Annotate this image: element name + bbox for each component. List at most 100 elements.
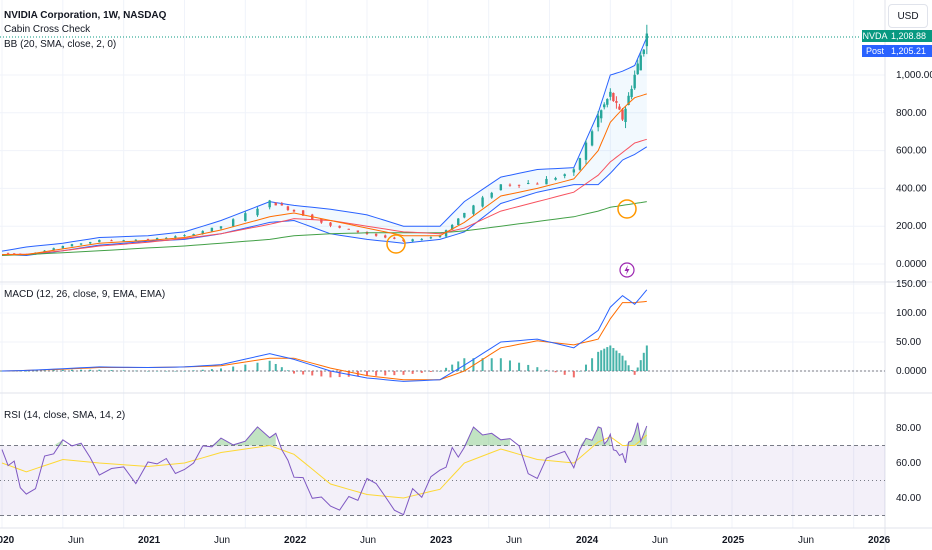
macd-histogram-bar (43, 370, 46, 371)
rsi-overbought-fill (482, 433, 492, 446)
macd-histogram-bar (329, 371, 332, 378)
candle-body (642, 49, 645, 54)
candle-body (612, 92, 615, 101)
macd-histogram-bar (320, 371, 323, 377)
rsi-overbought-fill (598, 426, 602, 446)
price-tick-label: 0.0000 (896, 259, 927, 270)
strategy-label[interactable]: Cabin Cross Check (4, 24, 91, 35)
time-tick-label: 2024 (576, 535, 599, 546)
macd-histogram-bar (499, 358, 502, 371)
candle-body (146, 239, 150, 241)
post-price-tag: Post 1,205.21 (862, 45, 932, 57)
candle-body (590, 131, 594, 146)
macd-histogram-bar (612, 348, 615, 371)
candle-body (630, 88, 633, 98)
macd-histogram-bar (618, 353, 621, 371)
macd-histogram-bar (232, 366, 235, 371)
candle-body (192, 234, 195, 236)
macd-histogram-bar (451, 364, 454, 371)
ma-red-line (1, 138, 647, 256)
macd-histogram-bar (34, 370, 37, 372)
candle-body (411, 239, 414, 242)
time-tick-label: Jun (506, 535, 522, 546)
macd-histogram-bar (61, 369, 64, 371)
time-tick-label: 2020 (0, 535, 15, 546)
candle-body (286, 206, 290, 210)
candle-body (6, 252, 10, 254)
macd-histogram-bar (481, 358, 484, 371)
macd-histogram-bar (384, 371, 387, 376)
last-price-symbol: NVDA (862, 30, 888, 42)
candle-body (527, 182, 530, 184)
candle-body (457, 218, 460, 225)
rsi-overbought-fill (634, 422, 638, 446)
candle-body (219, 226, 223, 229)
macd-histogram-bar (578, 371, 581, 372)
candle-body (621, 109, 624, 120)
macd-histogram-bar (201, 369, 204, 371)
macd-histogram-bar (268, 360, 271, 371)
macd-histogram-bar (293, 371, 295, 374)
macd-histogram-bar (280, 367, 283, 371)
macd-histogram-bar (98, 369, 101, 371)
candle-body (596, 115, 600, 128)
candle-body (347, 228, 350, 230)
price-tick-label: 200.00 (896, 221, 927, 232)
candle-body (627, 95, 630, 105)
macd-histogram-bar (621, 355, 624, 371)
time-tick-label: 2022 (284, 535, 307, 546)
candle-body (292, 209, 296, 212)
currency-button[interactable]: USD (888, 4, 928, 28)
macd-histogram-bar (633, 371, 636, 375)
rsi-overbought-fill (257, 426, 270, 446)
candle-body (329, 222, 332, 226)
macd-histogram-bar (597, 351, 600, 371)
macd-histogram-bar (545, 369, 548, 371)
candle-body (201, 231, 204, 234)
macd-histogram-bar (585, 364, 587, 371)
bb-lower-line (1, 146, 648, 257)
candle-body (52, 248, 55, 251)
price-tick-label: 400.00 (896, 183, 927, 194)
rsi-overbought-fill (269, 433, 276, 446)
candle-body (463, 212, 466, 218)
candle-body (12, 253, 16, 255)
candle-body (600, 110, 603, 119)
price-axis[interactable]: 1,000.00 800.00 600.00 400.00 200.00 0.0000 15… (896, 70, 932, 504)
rsi-band-fill (0, 445, 885, 516)
candle-body (356, 230, 360, 233)
bb-indicator-label[interactable]: BB (20, SMA, close, 2, 0) (4, 39, 117, 50)
macd-indicator-label[interactable]: MACD (12, 26, close, 9, EMA, EMA) (4, 289, 166, 300)
candle-body (338, 225, 341, 228)
candle-body (134, 239, 138, 241)
candle-body (420, 239, 423, 241)
bollinger-bands (1, 37, 648, 257)
price-tick-label: 600.00 (896, 146, 927, 157)
rsi-indicator-label[interactable]: RSI (14, close, SMA, 14, 2) (4, 410, 126, 421)
price-tick-label: 800.00 (896, 108, 927, 119)
candle-body (499, 184, 503, 191)
symbol-title[interactable]: NVIDIA Corporation, 1W, NASDAQ (4, 10, 167, 21)
candle-body (165, 237, 168, 239)
macd-histogram-bar (89, 369, 92, 371)
macd-histogram-bar (645, 345, 648, 371)
macd-line (1, 289, 648, 382)
candle-body (481, 197, 484, 207)
candle-body (606, 99, 609, 105)
macd-histogram-bar (13, 371, 16, 372)
candle-body (554, 178, 557, 180)
candle-body (450, 224, 454, 230)
macd-tick-label: 50.00 (896, 337, 921, 348)
circle-marker-icon (617, 199, 637, 219)
rsi-tick-label: 40.00 (896, 493, 921, 504)
macd-histogram-bar (411, 371, 414, 374)
price-tick-label: 1,000.00 (896, 70, 932, 81)
macd-histogram-bar (627, 365, 630, 371)
macd-histogram-bar (603, 348, 606, 371)
candle-body (393, 237, 396, 239)
time-tick-label: 2023 (430, 535, 453, 546)
time-axis[interactable]: 2020 Jun 2021 Jun 2022 Jun 2023 Jun 2024 Jun 2025 J… (0, 535, 891, 546)
rsi-overbought-fill (491, 433, 501, 446)
markers (386, 199, 637, 278)
